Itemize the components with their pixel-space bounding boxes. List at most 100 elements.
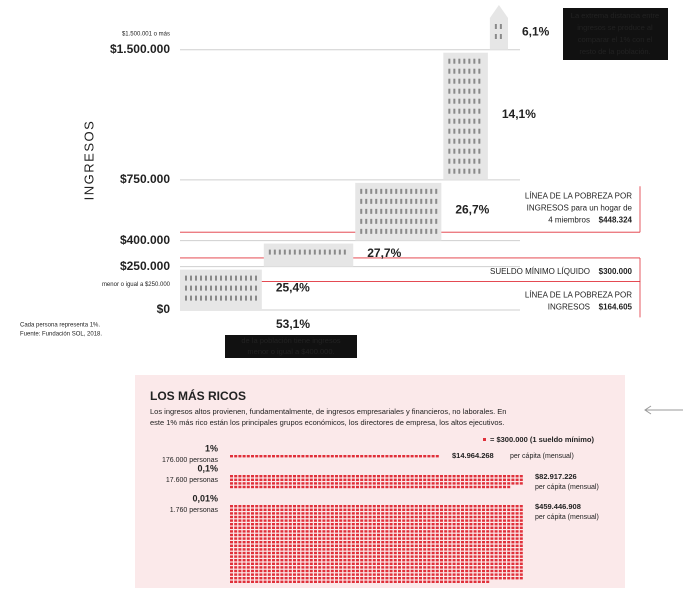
wage-dot [352,570,355,572]
wage-dot [243,512,246,514]
wage-dot [297,537,300,539]
window [478,69,480,74]
wage-dot [364,482,367,484]
wage-dot [448,479,451,481]
wage-dot [234,519,237,521]
wage-dot [486,552,489,554]
wage-dot [348,548,351,550]
wage-dot [259,559,262,561]
wage-dot [436,455,439,457]
wage-dot [285,541,288,543]
window [453,99,455,104]
wage-dot [390,573,393,575]
wage-dot [411,509,414,511]
wage-dot [318,527,321,529]
wage-dot [511,537,514,539]
wage-dot [474,577,477,579]
wage-dot [436,509,439,511]
wage-dot [394,545,397,547]
window [420,199,422,204]
wage-dot [381,479,384,481]
wage-dot [415,475,418,477]
wage-dot [314,559,317,561]
wage-dot [259,523,262,525]
wage-dot [377,479,380,481]
wage-dot [432,541,435,543]
wage-dot [444,581,447,583]
wage-dot [427,577,430,579]
wage-dot [419,516,422,518]
wage-dot [343,566,346,568]
wage-dot [327,552,330,554]
wage-dot [243,527,246,529]
wage-dot [293,482,296,484]
wage-dot [465,563,468,565]
wage-dot [394,482,397,484]
wage-dot [474,573,477,575]
wage-dot [348,475,351,477]
wage-dot [482,519,485,521]
wage-dot [327,548,330,550]
window [294,250,296,255]
window [185,286,187,291]
wage-dot [230,581,233,583]
wage-dot [301,545,304,547]
wage-dot [369,545,372,547]
wage-dot [385,555,388,557]
wage-dot [293,534,296,536]
wage-dot [423,475,426,477]
wage-dot [360,534,363,536]
wage-dot [432,455,435,457]
wage-dot [469,482,472,484]
wage-dot [461,541,464,543]
wage-dot [465,479,468,481]
wage-dot [381,555,384,557]
wage-dot [322,479,325,481]
wage-dot [516,555,519,557]
wage-dot [427,527,430,529]
wage-dot [516,559,519,561]
wage-dot [511,505,514,507]
wage-dot [259,486,262,488]
wage-dot [243,541,246,543]
wage-dot [306,523,309,525]
wage-dot [314,455,317,457]
wage-dot [230,534,233,536]
wage-dot [280,512,283,514]
wage-dot [259,563,262,565]
wage-dot [264,563,267,565]
wage-dot [516,545,519,547]
wage-dot [390,552,393,554]
window [478,159,480,164]
window [500,24,502,29]
wage-dot [306,530,309,532]
wage-dot [310,512,313,514]
wage-dot [356,534,359,536]
wage-dot [377,552,380,554]
wage-dot [327,559,330,561]
wage-dot [339,479,342,481]
wage-dot [377,573,380,575]
wage-dot [440,541,443,543]
wage-dot [457,559,460,561]
window [463,119,465,124]
wage-dot [230,475,233,477]
wage-dot [331,534,334,536]
wage-dot [289,581,292,583]
wage-dot [272,573,275,575]
wage-dot [264,548,267,550]
wage-dot [306,573,309,575]
wage-dot [327,523,330,525]
wage-dot [238,479,241,481]
wage-dot [486,527,489,529]
wage-dot [335,534,338,536]
wage-dot [310,516,313,518]
window [255,276,257,281]
wage-dot [469,512,472,514]
wage-dot [499,537,502,539]
wage-dot [289,519,292,521]
wage-dot [490,577,493,579]
wage-dot [238,573,241,575]
wage-dot [503,505,506,507]
wage-dot [318,548,321,550]
